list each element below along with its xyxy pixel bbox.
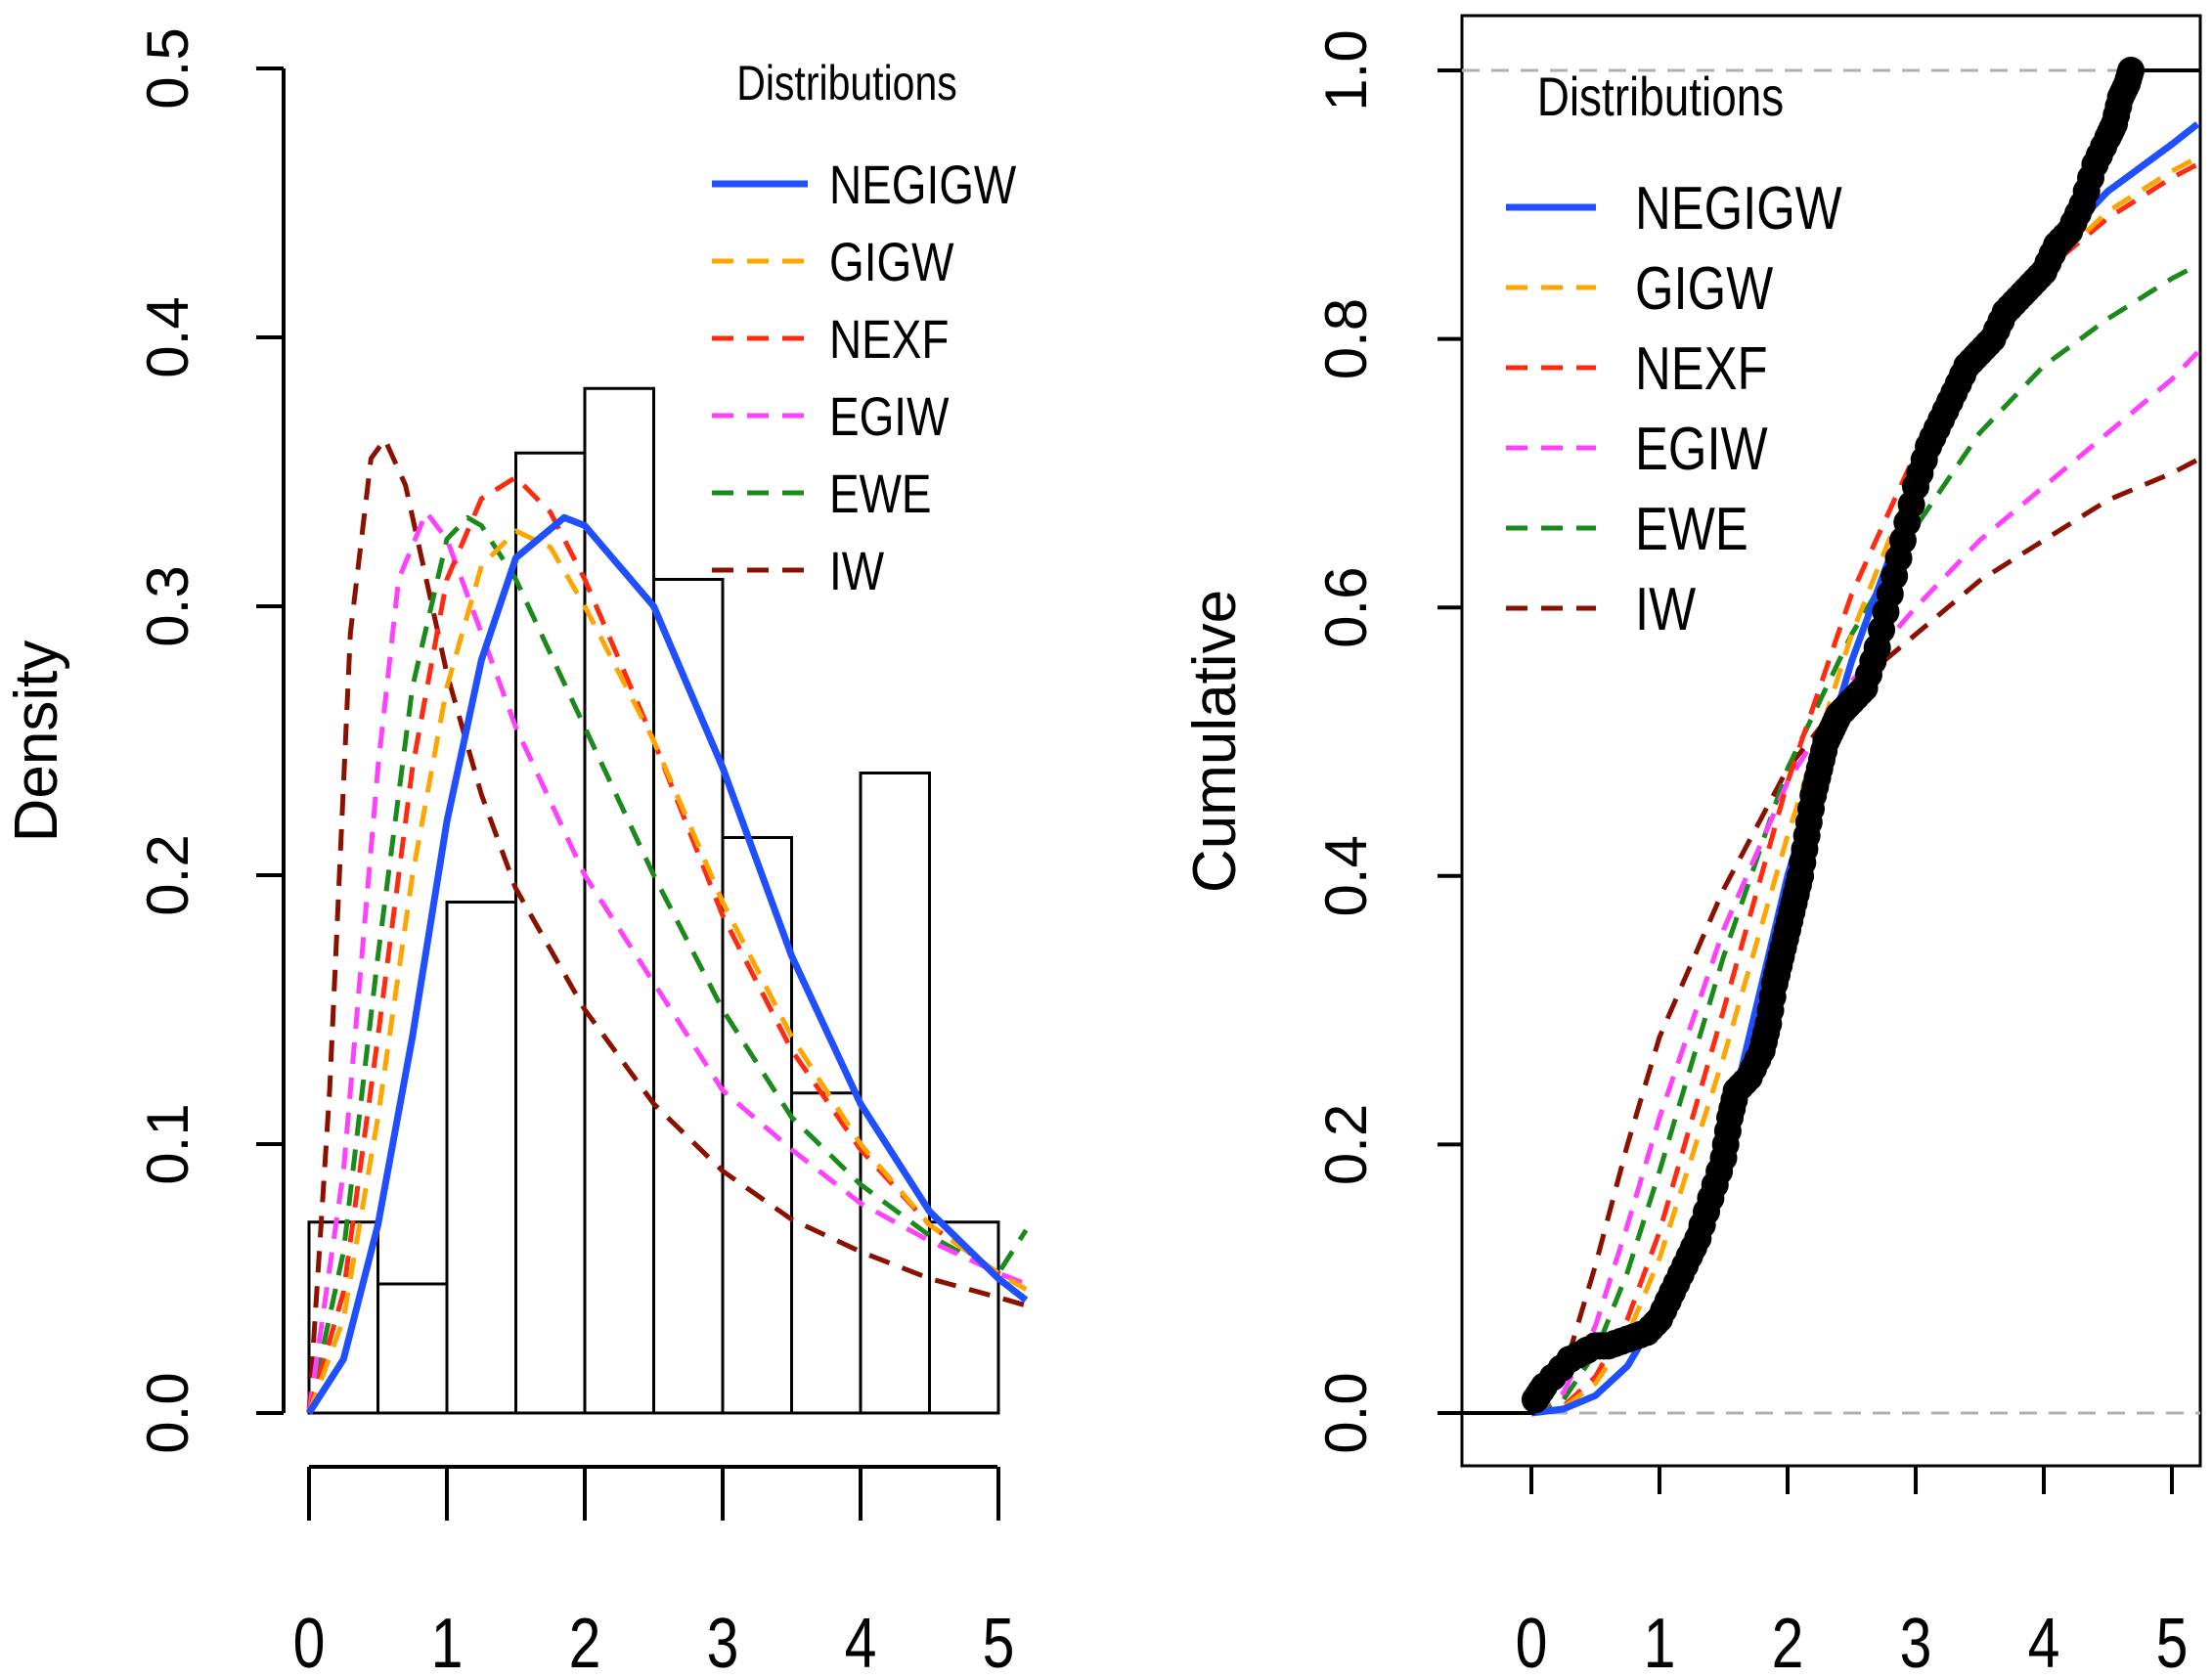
y-tick-label: 0.6 <box>1313 566 1379 647</box>
series-line-gigw <box>306 528 1028 1414</box>
x-tick-label: 0 <box>1516 1603 1548 1679</box>
y-tick-label: 0.4 <box>135 296 200 377</box>
y-tick-label: 0.0 <box>1313 1372 1379 1453</box>
x-tick-label: 2 <box>569 1603 601 1679</box>
y-tick-label: 1.0 <box>1313 29 1379 110</box>
ecdf-points <box>1462 57 2200 1415</box>
legend-label-nexf: NEXF <box>829 309 949 370</box>
legend-title: Distributions <box>1537 66 1785 127</box>
legend-label-gigw: GIGW <box>1635 255 1774 323</box>
series-line-ewe <box>306 514 1029 1414</box>
series-line-gigw <box>1530 155 2199 1416</box>
histogram-bar <box>859 772 931 1415</box>
y-axis-ticks: 0.0 0.1 0.2 0.3 0.4 0.5 <box>135 27 284 1454</box>
x-tick-label: 3 <box>707 1603 739 1679</box>
y-tick-label: 0.8 <box>1313 298 1379 379</box>
y-axis-ticks: 0.0 0.2 0.4 0.6 0.8 1.0 <box>1313 29 1462 1454</box>
legend: Distributions NEGIGW GIGW NEXF EGIW EWE IW <box>1506 66 1842 643</box>
x-tick-label: 1 <box>1644 1603 1676 1679</box>
y-tick-label: 0.0 <box>135 1372 200 1453</box>
density-curves <box>306 437 1029 1415</box>
legend-label-nexf: NEXF <box>1635 335 1768 403</box>
plot-frame <box>1460 14 2202 1468</box>
y-axis-label: Density <box>3 641 70 843</box>
legend-label-negigw: NEGIGW <box>829 155 1017 215</box>
x-tick-label: 4 <box>845 1603 877 1679</box>
legend-label-gigw: GIGW <box>829 232 954 292</box>
x-tick-label: 0 <box>293 1603 326 1679</box>
series-line-negigw <box>306 513 1029 1415</box>
y-tick-label: 0.1 <box>135 1103 200 1184</box>
x-tick-label: 3 <box>1900 1603 1932 1679</box>
histogram-bar <box>928 1220 1000 1415</box>
y-tick-label: 0.2 <box>135 834 200 915</box>
x-axis-ticks: 0 1 2 3 4 5 <box>1516 1466 2189 1679</box>
y-tick-label: 0.3 <box>135 565 200 646</box>
y-tick-label: 0.5 <box>135 27 200 109</box>
density-histogram-panel: 0.0 0.1 0.2 0.3 0.4 0.5 0 1 2 3 4 5 Density Distri… <box>3 27 1029 1679</box>
legend-label-negigw: NEGIGW <box>1635 175 1842 243</box>
series-line-iw <box>306 437 1027 1414</box>
legend-label-ewe: EWE <box>1635 496 1748 563</box>
cumulative-panel: 0.0 0.2 0.4 0.6 0.8 1.0 0 1 2 3 4 5 Cumulative Dis… <box>1181 14 2202 1679</box>
series-line-nexf <box>1530 161 2199 1416</box>
legend-label-iw: IW <box>829 541 885 601</box>
x-tick-label: 5 <box>983 1603 1015 1679</box>
x-tick-label: 4 <box>2028 1603 2060 1679</box>
series-line-egiw <box>306 509 1028 1414</box>
legend: Distributions NEGIGW GIGW NEXF EGIW EWE IW <box>712 56 1017 601</box>
y-tick-label: 0.4 <box>1313 835 1379 916</box>
series-line-nexf <box>306 474 1028 1414</box>
legend-label-iw: IW <box>1635 576 1697 643</box>
series-line-iw <box>1529 457 2199 1416</box>
x-axis-ticks: 0 1 2 3 4 5 <box>293 1467 1015 1679</box>
legend-label-egiw: EGIW <box>829 386 950 447</box>
legend-label-egiw: EGIW <box>1635 416 1768 483</box>
y-axis-label: Cumulative <box>1181 590 1249 893</box>
legend-label-ewe: EWE <box>829 464 932 524</box>
x-tick-label: 2 <box>1772 1603 1804 1679</box>
legend-title: Distributions <box>736 56 957 110</box>
y-tick-label: 0.2 <box>1313 1104 1379 1185</box>
x-tick-label: 5 <box>2156 1603 2189 1679</box>
x-tick-label: 1 <box>431 1603 464 1679</box>
